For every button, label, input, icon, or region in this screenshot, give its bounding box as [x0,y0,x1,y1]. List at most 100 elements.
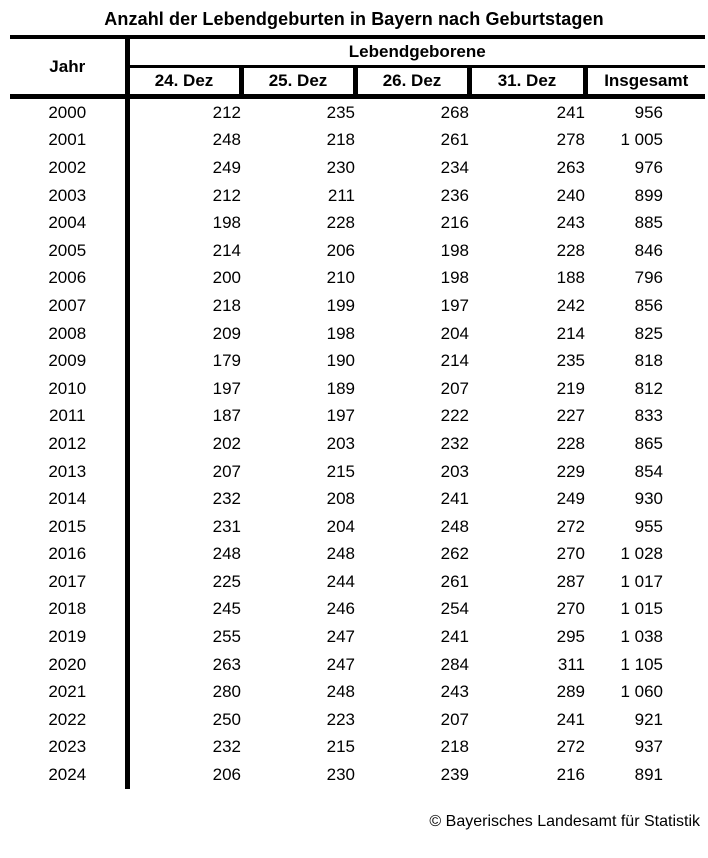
value-cell-24-dez: 225 [212,571,241,591]
value-cell-31-dez: 227 [556,406,585,426]
value-cell-26-dez: 236 [440,185,469,205]
year-cell: 2022 [10,706,130,734]
year-cell: 2008 [10,319,130,348]
value-cell-25-dez: 203 [326,433,355,453]
table-row: 2000 212 235 268 241 956 [10,96,705,127]
table-row: 2005 214 206 198 228 846 [10,236,705,265]
value-cell-31-dez: 228 [556,240,585,260]
table-row: 2002 249 230 234 263 976 [10,154,705,182]
value-cell-31-dez: 272 [556,737,585,757]
group-header-cell: Lebendgeborene [127,37,706,68]
value-cell-25-dez: 208 [326,489,355,509]
value-cell-24-dez: 218 [212,295,241,315]
table-row: 2012 202 203 232 228 865 [10,430,705,458]
value-cell-26-dez: 218 [440,737,469,757]
year-cell: 2006 [10,264,130,293]
value-cell-26-dez: 268 [440,102,469,122]
value-cell-24-dez: 231 [212,516,241,536]
total-cell: 1 005 [620,130,664,150]
value-cell-26-dez: 234 [440,157,469,177]
value-cell-26-dez: 198 [440,240,469,260]
year-cell: 2002 [10,154,130,182]
table-header: Jahr Lebendgeborene 24. Dez 25. Dez 26. … [10,37,706,99]
value-cell-31-dez: 188 [556,268,585,288]
value-cell-31-dez: 287 [556,571,585,591]
total-cell: 833 [634,406,664,426]
table-row: 2006 200 210 198 188 796 [10,264,705,293]
col-header-26-dez: 26. Dez [352,66,469,99]
value-cell-24-dez: 198 [212,213,241,233]
table-row: 2016 248 248 262 270 1 028 [10,540,705,569]
table-body: 2000 212 235 268 241 956 2001 248 218 26… [10,96,705,789]
col-header-24-dez: 24. Dez [127,66,241,99]
value-cell-26-dez: 239 [440,765,469,785]
table-row: 2001 248 218 261 278 1 005 [10,126,705,155]
table-row: 2023 232 215 218 272 937 [10,733,705,762]
total-cell: 899 [634,185,664,205]
total-cell: 1 105 [620,654,664,674]
table-row: 2010 197 189 207 219 812 [10,374,705,403]
value-cell-24-dez: 280 [212,682,241,702]
total-cell: 865 [634,433,664,453]
value-cell-24-dez: 255 [212,627,241,647]
value-cell-26-dez: 207 [440,378,469,398]
table-row: 2022 250 223 207 241 921 [10,706,705,734]
total-cell: 921 [634,709,664,729]
value-cell-25-dez: 197 [326,406,355,426]
year-cell: 2009 [10,347,130,375]
value-cell-31-dez: 311 [557,654,585,674]
value-cell-24-dez: 187 [212,406,241,426]
value-cell-26-dez: 241 [440,489,469,509]
value-cell-31-dez: 235 [556,351,585,371]
value-cell-25-dez: 204 [326,516,355,536]
value-cell-24-dez: 245 [212,599,241,619]
year-cell: 2000 [10,96,130,127]
value-cell-26-dez: 207 [440,709,469,729]
table-row: 2021 280 248 243 289 1 060 [10,678,705,707]
value-cell-26-dez: 198 [440,268,469,288]
year-cell: 2021 [10,678,130,707]
value-cell-24-dez: 212 [212,185,241,205]
value-cell-24-dez: 263 [212,654,241,674]
total-cell: 1 017 [620,571,664,591]
col-header-insgesamt: Insgesamt [582,66,706,99]
value-cell-24-dez: 200 [212,268,241,288]
value-cell-31-dez: 219 [556,378,585,398]
value-cell-24-dez: 214 [212,240,241,260]
value-cell-26-dez: 222 [440,406,469,426]
value-cell-25-dez: 210 [326,268,355,288]
table-row: 2019 255 247 241 295 1 038 [10,623,705,651]
year-cell: 2018 [10,595,130,624]
value-cell-24-dez: 207 [212,461,241,481]
total-cell: 1 028 [620,544,664,564]
year-cell: 2014 [10,485,130,513]
total-cell: 976 [634,157,664,177]
col-header-31-dez: 31. Dez [466,66,585,99]
value-cell-26-dez: 243 [440,682,469,702]
value-cell-25-dez: 228 [326,213,355,233]
total-cell: 930 [634,489,664,509]
total-cell: 854 [634,461,664,481]
births-table: Jahr Lebendgeborene 24. Dez 25. Dez 26. … [10,35,706,789]
value-cell-24-dez: 232 [212,489,241,509]
year-cell: 2024 [10,761,130,789]
value-cell-26-dez: 284 [440,654,469,674]
year-cell: 2011 [10,402,130,431]
total-cell: 956 [634,102,664,122]
table-row: 2014 232 208 241 249 930 [10,485,705,513]
value-cell-26-dez: 204 [440,323,469,343]
value-cell-24-dez: 232 [212,737,241,757]
value-cell-31-dez: 289 [556,682,585,702]
year-header-cell: Jahr [10,37,130,99]
year-cell: 2016 [10,540,130,569]
value-cell-25-dez: 211 [327,185,355,205]
value-cell-25-dez: 190 [326,351,355,371]
copyright-notice: © Bayerisches Landesamt für Statistik [429,812,700,830]
col-header-25-dez: 25. Dez [238,66,355,99]
table-row: 2009 179 190 214 235 818 [10,347,705,375]
table-row: 2015 231 204 248 272 955 [10,512,705,541]
value-cell-25-dez: 235 [326,102,355,122]
total-cell: 846 [634,240,664,260]
table-row: 2017 225 244 261 287 1 017 [10,568,705,596]
value-cell-31-dez: 229 [556,461,585,481]
